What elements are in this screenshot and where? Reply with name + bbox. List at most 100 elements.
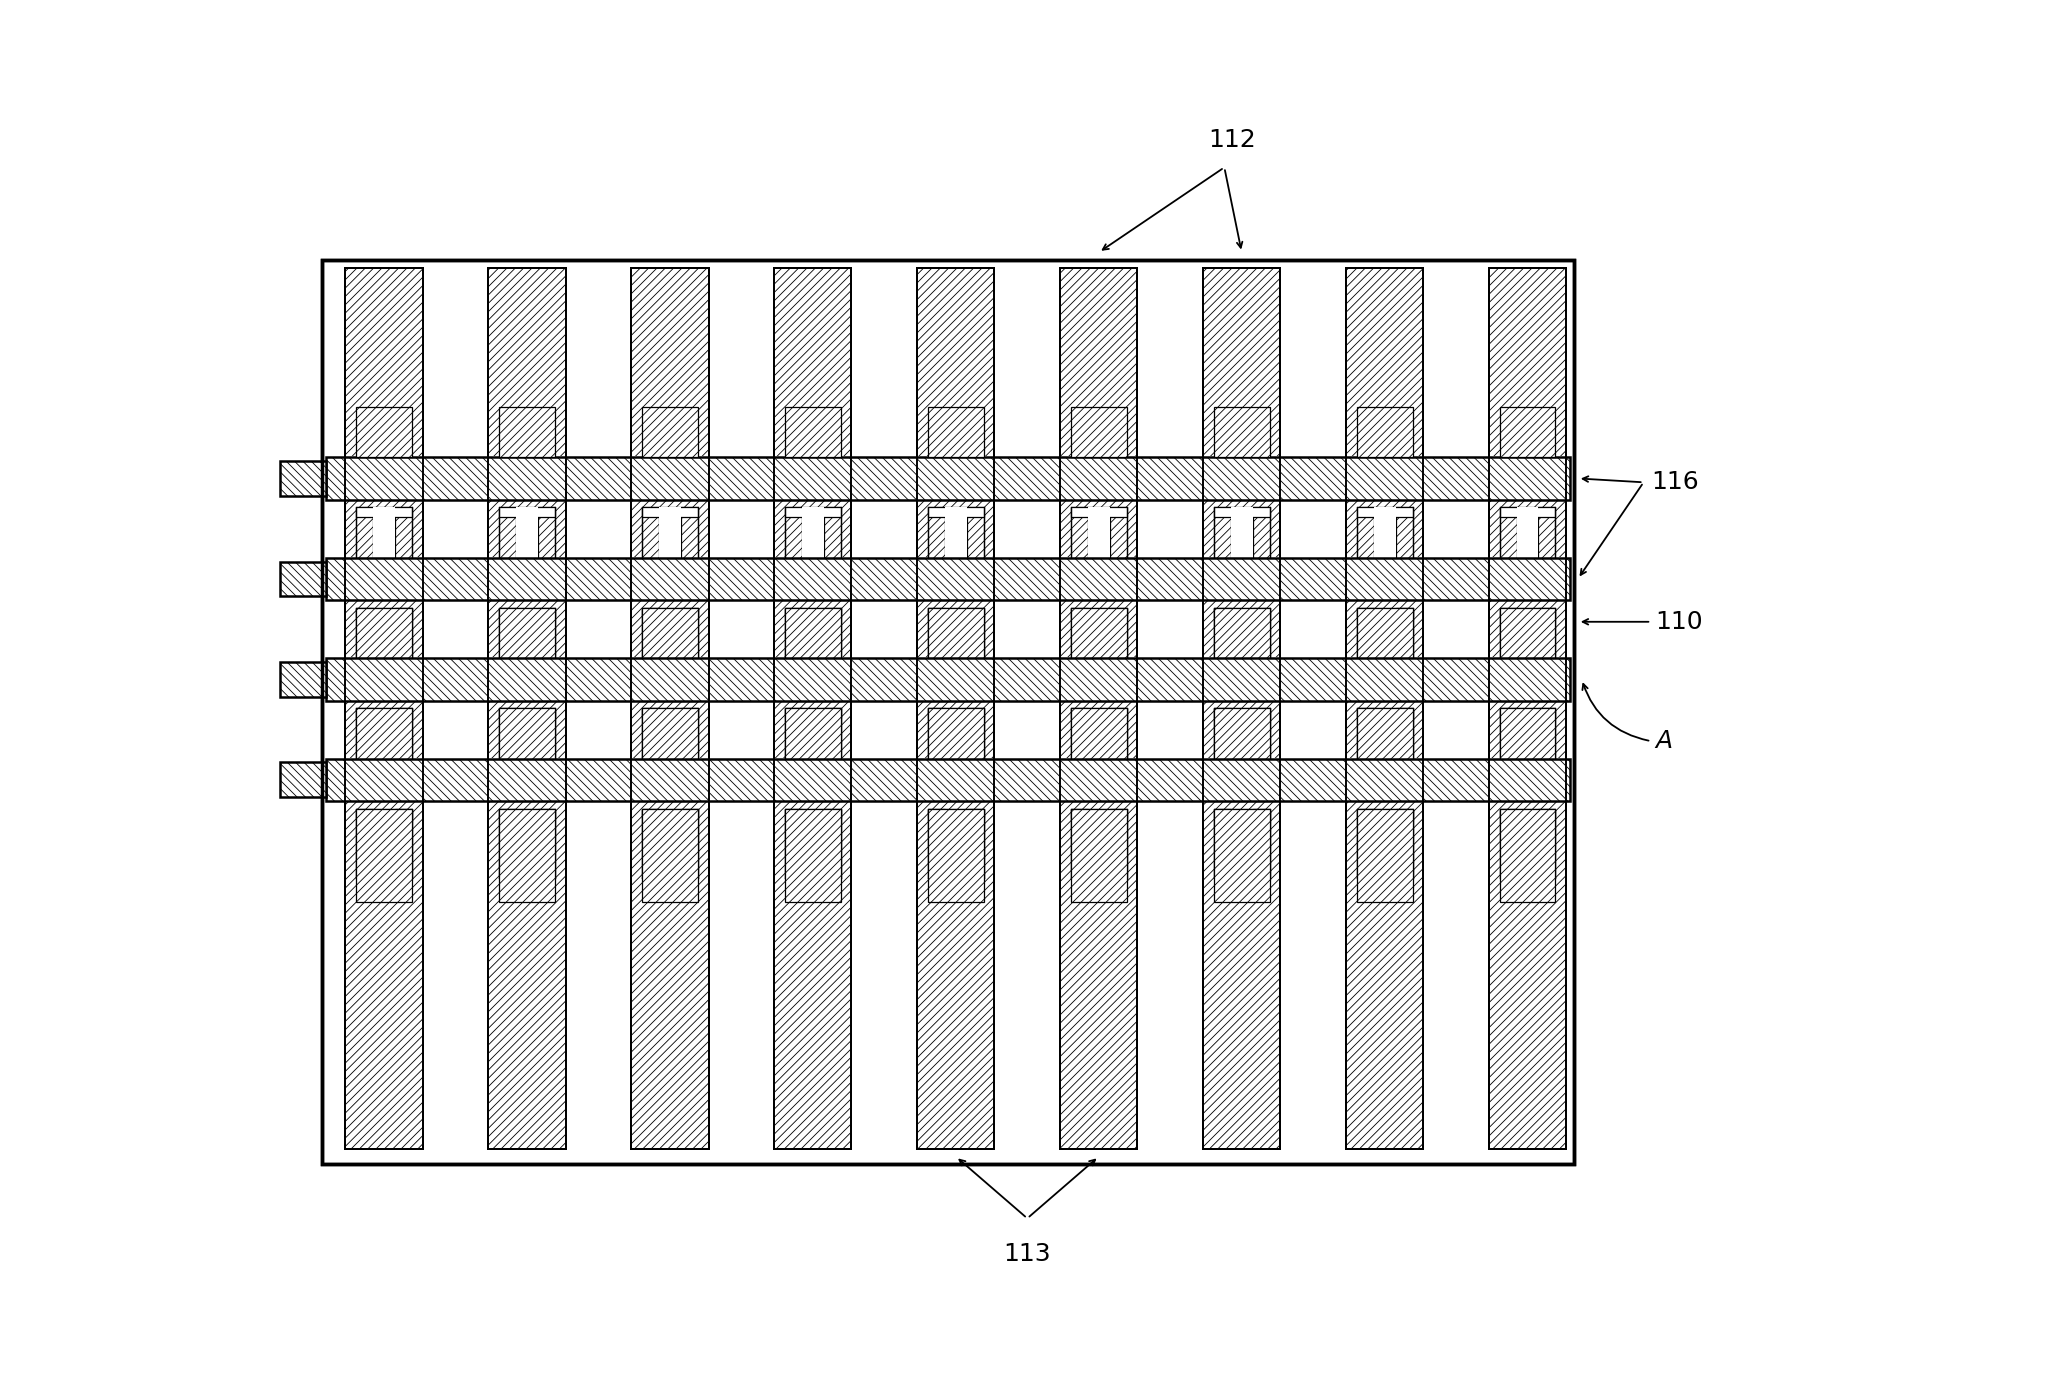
Bar <box>1500 809 1517 879</box>
Bar <box>1488 757 1566 802</box>
Bar <box>785 608 802 678</box>
Bar <box>946 608 967 678</box>
Bar <box>785 407 841 458</box>
Bar <box>499 608 554 700</box>
Bar <box>1395 508 1412 578</box>
Bar <box>1375 809 1395 879</box>
Bar <box>1375 608 1395 678</box>
Bar <box>1072 709 1127 801</box>
Bar <box>643 508 660 578</box>
Bar <box>785 508 841 516</box>
Bar <box>946 709 967 778</box>
Bar <box>357 508 412 516</box>
Bar <box>373 809 396 879</box>
Bar <box>631 657 709 702</box>
Bar <box>927 809 983 817</box>
Bar <box>773 557 853 601</box>
Bar <box>1214 608 1230 678</box>
Bar <box>680 809 699 879</box>
Bar <box>1538 809 1556 879</box>
Bar <box>785 809 802 879</box>
Bar <box>488 757 567 802</box>
Bar <box>643 608 660 678</box>
Bar <box>1356 407 1412 458</box>
Bar <box>1500 809 1556 817</box>
Bar <box>346 268 423 1149</box>
Bar <box>785 709 841 801</box>
Bar <box>927 508 983 516</box>
Bar <box>643 809 699 901</box>
Bar <box>357 709 412 801</box>
Bar <box>1488 557 1566 601</box>
Bar <box>1517 809 1538 879</box>
Bar <box>1072 508 1127 516</box>
Bar <box>1230 809 1253 879</box>
Bar <box>1109 809 1127 879</box>
Bar <box>322 259 1575 1165</box>
Bar <box>1202 557 1282 601</box>
Bar <box>322 259 1575 1165</box>
Bar <box>680 608 699 678</box>
Bar <box>538 709 554 778</box>
Bar <box>1346 268 1424 1149</box>
Bar <box>357 407 412 458</box>
Bar <box>1214 809 1270 901</box>
Bar <box>1088 608 1109 678</box>
Bar <box>1202 456 1282 501</box>
Bar <box>1500 608 1556 700</box>
Bar <box>488 557 567 601</box>
Bar <box>1253 809 1270 879</box>
Bar <box>917 456 995 501</box>
Bar <box>1356 709 1412 801</box>
Bar <box>1072 608 1088 678</box>
Bar <box>1059 657 1138 702</box>
Bar <box>643 809 699 817</box>
Bar <box>1500 709 1556 801</box>
Bar <box>357 709 373 778</box>
Bar <box>515 809 538 879</box>
Bar <box>1488 456 1566 501</box>
Bar <box>967 809 983 879</box>
Bar <box>1214 608 1270 700</box>
Bar <box>1214 709 1230 778</box>
Bar <box>1356 608 1412 617</box>
Bar <box>1230 709 1253 778</box>
Bar <box>773 757 853 802</box>
Bar <box>1356 709 1375 778</box>
Bar <box>280 763 326 797</box>
Bar <box>538 608 554 678</box>
Bar <box>488 268 565 1149</box>
Bar <box>326 759 1570 801</box>
Bar <box>775 268 851 1149</box>
Bar <box>1356 809 1375 879</box>
Bar <box>1500 508 1517 578</box>
Bar <box>927 608 983 617</box>
Bar <box>773 456 853 501</box>
Bar <box>1072 608 1127 700</box>
Bar <box>1500 407 1556 458</box>
Bar <box>1072 809 1088 879</box>
Bar <box>1517 608 1538 678</box>
Bar <box>785 608 841 700</box>
Bar <box>785 809 841 901</box>
Bar <box>344 657 423 702</box>
Bar <box>396 608 412 678</box>
Bar <box>1356 508 1412 516</box>
Bar <box>1088 709 1109 778</box>
Bar <box>785 508 802 578</box>
Bar <box>1500 608 1517 678</box>
Text: 113: 113 <box>1004 1242 1051 1265</box>
Bar <box>1059 268 1138 1149</box>
Bar <box>488 456 567 501</box>
Bar <box>1214 709 1270 717</box>
Bar <box>499 709 554 717</box>
Bar <box>1230 508 1253 578</box>
Bar <box>1346 557 1424 601</box>
Bar <box>631 557 709 601</box>
Bar <box>680 508 699 578</box>
Bar <box>1488 268 1566 1149</box>
Bar <box>1500 608 1556 617</box>
Bar <box>1214 508 1270 516</box>
Bar <box>643 608 699 700</box>
Bar <box>1488 657 1566 702</box>
